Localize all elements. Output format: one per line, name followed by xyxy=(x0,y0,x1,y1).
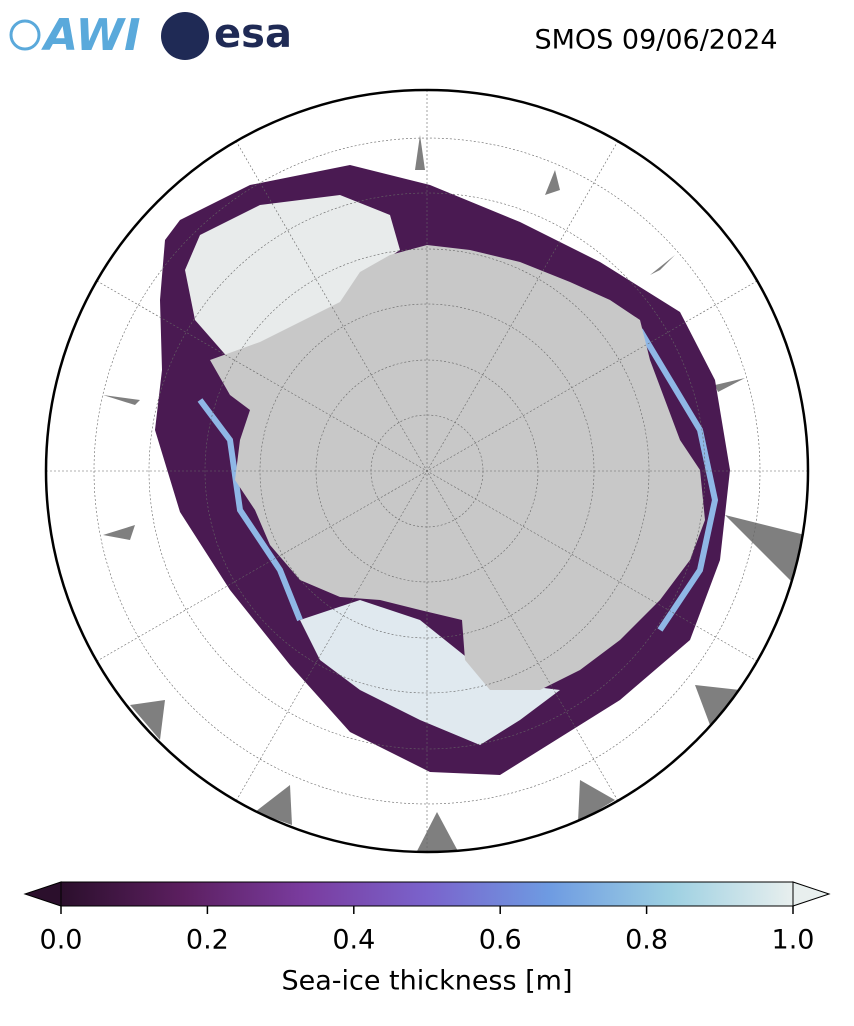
colorbar-tick-label: 0.8 xyxy=(625,925,668,956)
colorbar: Sea-ice thickness [m] 0.0 0.2 0.4 0.6 0.8 1.0 xyxy=(23,881,831,997)
colorbar-tick-label: 0.6 xyxy=(479,925,522,956)
colorbar-tick-label: 0.0 xyxy=(40,925,83,956)
colorbar-tick-label: 0.2 xyxy=(186,925,229,956)
title: SMOS 09/06/2024 xyxy=(534,25,777,56)
antarctica xyxy=(210,245,705,690)
ice-edge xyxy=(197,398,303,622)
colorbar-tick-label: 1.0 xyxy=(772,925,815,956)
map-frame xyxy=(44,88,810,854)
colorbar-label: Sea-ice thickness [m] xyxy=(281,966,572,997)
weddell-ice xyxy=(185,195,400,385)
missing-data xyxy=(103,135,805,852)
colorbar-extend-low xyxy=(23,881,62,907)
awi-logo: AWI xyxy=(41,10,141,61)
colorbar-extend-high xyxy=(792,881,831,907)
ice-edge xyxy=(637,328,719,632)
colorbar-bar xyxy=(60,881,794,907)
colorbar-tick-label: 0.4 xyxy=(332,925,375,956)
logos: AWI esa xyxy=(9,10,292,61)
awi-icon xyxy=(9,19,41,51)
esa-icon xyxy=(161,12,209,60)
esa-logo: esa xyxy=(214,11,292,57)
map xyxy=(46,90,808,852)
ross-ice xyxy=(300,600,560,745)
graticule xyxy=(46,90,808,852)
